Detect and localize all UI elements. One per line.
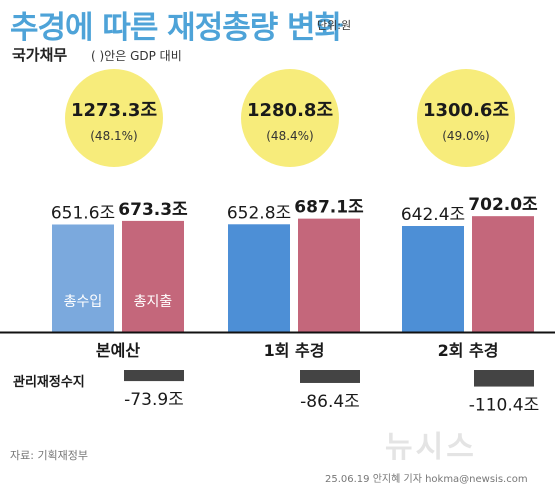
- balance-value-label: -86.4조: [300, 392, 360, 412]
- debt-value-label: 1280.8조: [247, 100, 333, 121]
- revenue-bar: [228, 224, 290, 332]
- expenditure-value-label: 673.3조: [118, 200, 188, 220]
- expenditure-bar: [122, 220, 184, 332]
- debt-subtitle: 국가채무: [12, 46, 68, 64]
- expenditure-value-label: 702.0조: [468, 195, 538, 215]
- balance-value-label: -73.9조: [124, 390, 184, 410]
- balance-bar: [474, 370, 534, 387]
- newsis-logo: 뉴시스: [385, 430, 477, 465]
- balance-label: 관리재정수지: [13, 374, 85, 390]
- series-name-label: 총지출: [134, 294, 173, 310]
- debt-circle: [417, 69, 515, 167]
- expenditure-bar: [298, 218, 360, 332]
- debt-subtitle-note: ( )안은 GDP 대비: [91, 49, 182, 63]
- expenditure-bar: [472, 216, 534, 332]
- balance-value-label: -110.4조: [469, 396, 539, 416]
- revenue-value-label: 642.4조: [401, 205, 465, 225]
- category-label: 본예산: [96, 341, 140, 360]
- revenue-bar: [402, 226, 464, 332]
- debt-gdp-ratio-label: (48.4%): [266, 129, 313, 143]
- series-name-label: 총수입: [64, 294, 103, 310]
- category-label: 1회 추경: [264, 341, 325, 360]
- unit-label: 단위:원: [317, 19, 352, 32]
- revenue-value-label: 652.8조: [227, 203, 291, 223]
- debt-circle: [241, 69, 339, 167]
- category-label: 2회 추경: [438, 341, 499, 360]
- revenue-bar: [52, 224, 114, 332]
- debt-value-label: 1273.3조: [71, 100, 157, 121]
- debt-gdp-ratio-label: (49.0%): [442, 129, 489, 143]
- debt-gdp-ratio-label: (48.1%): [90, 129, 137, 143]
- credit-line: 25.06.19 안지혜 기자 hokma@newsis.com: [325, 474, 528, 485]
- debt-circle: [65, 69, 163, 167]
- expenditure-value-label: 687.1조: [294, 198, 364, 218]
- chart-title: 추경에 따른 재정총량 변화: [10, 10, 343, 46]
- balance-bar: [300, 370, 360, 383]
- source-note: 자료: 기획재정부: [10, 449, 89, 462]
- debt-value-label: 1300.6조: [423, 100, 509, 121]
- balance-bar: [124, 370, 184, 382]
- revenue-value-label: 651.6조: [51, 203, 115, 223]
